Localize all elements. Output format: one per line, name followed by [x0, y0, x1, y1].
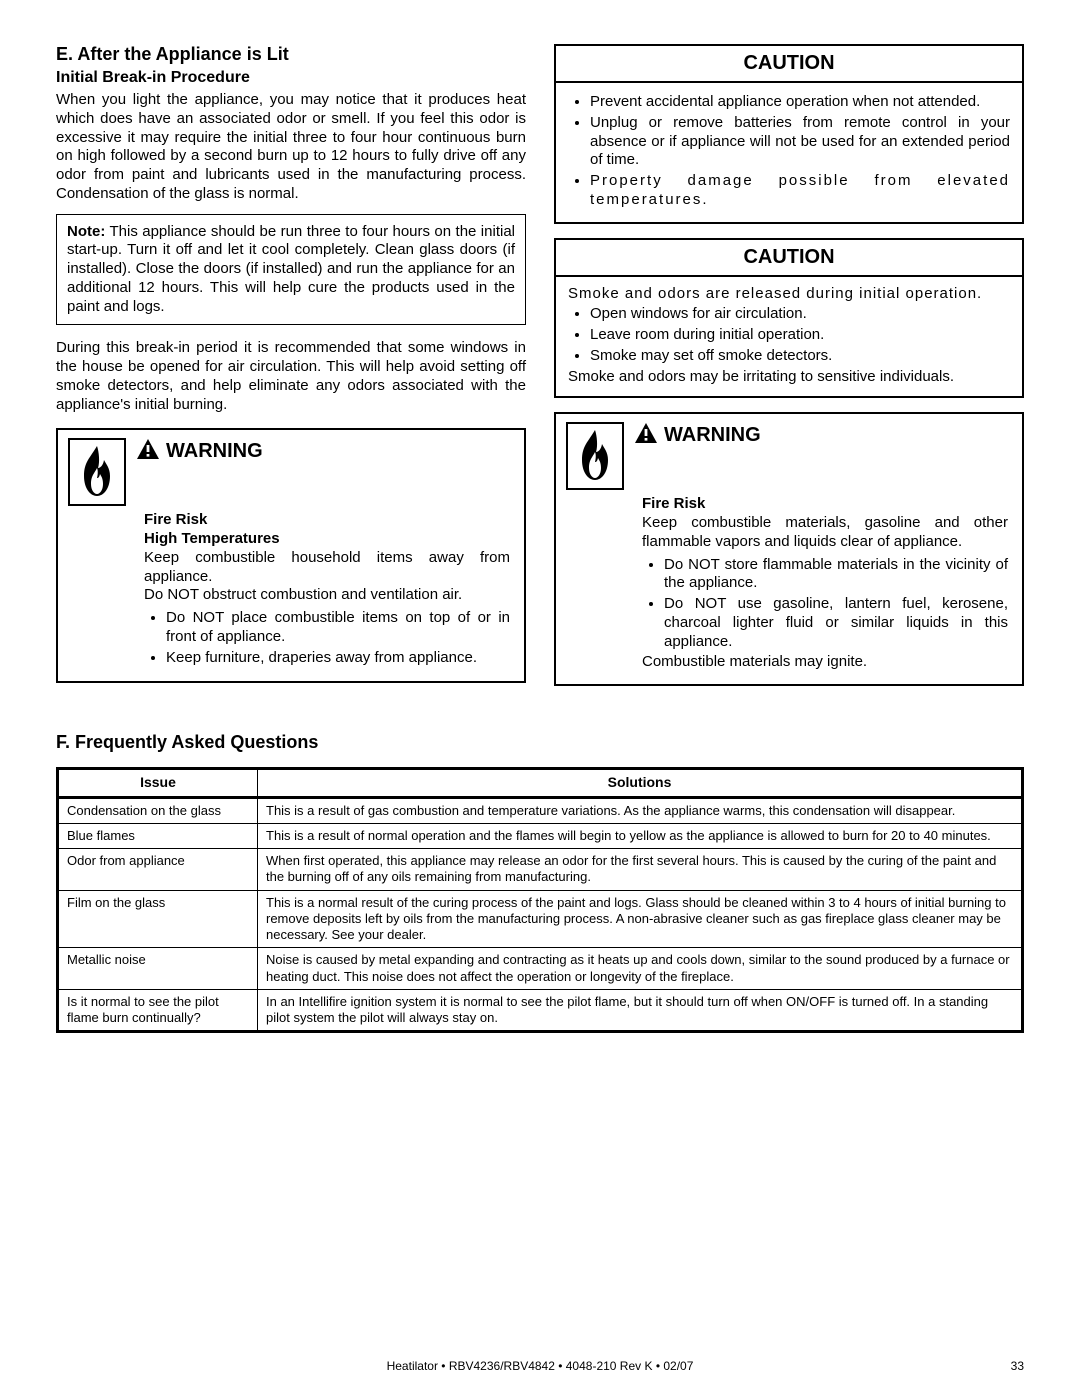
- list-item: Keep furniture, draperies away from appl…: [166, 649, 510, 668]
- table-row: Blue flamesThis is a result of normal op…: [58, 823, 1023, 848]
- section-e-para2: During this break-in period it is recomm…: [56, 339, 526, 414]
- warning-title: WARNING: [166, 440, 263, 463]
- warning-left-line2: Do NOT obstruct combustion and ventilati…: [144, 586, 462, 603]
- warning-box-left: WARNING Fire Risk High Temperatures Keep…: [56, 428, 526, 683]
- warning-left-list: Do NOT place combustible items on top of…: [144, 609, 510, 667]
- note-body: This appliance should be run three to fo…: [67, 223, 515, 315]
- faq-solution: This is a result of gas combustion and t…: [258, 797, 1023, 823]
- page: E. After the Appliance is Lit Initial Br…: [0, 0, 1080, 1397]
- warning-triangle-icon: [136, 438, 160, 465]
- flame-icon: [566, 422, 624, 495]
- footer-center: Heatilator • RBV4236/RBV4842 • 4048-210 …: [56, 1359, 1024, 1373]
- table-row: Condensation on the glassThis is a resul…: [58, 797, 1023, 823]
- warning-title-row: WARNING: [634, 422, 1012, 449]
- faq-solution: Noise is caused by metal expanding and c…: [258, 948, 1023, 990]
- table-row: Metallic noiseNoise is caused by metal e…: [58, 948, 1023, 990]
- caution-box-2: CAUTION Smoke and odors are released dur…: [554, 238, 1024, 399]
- page-footer: Heatilator • RBV4236/RBV4842 • 4048-210 …: [56, 1359, 1024, 1373]
- fire-risk-label: Fire Risk: [642, 495, 705, 512]
- warning-header: WARNING: [556, 414, 1022, 495]
- faq-issue: Blue flames: [58, 823, 258, 848]
- left-column: E. After the Appliance is Lit Initial Br…: [56, 44, 526, 700]
- warning-header-right: WARNING: [136, 438, 514, 471]
- right-column: CAUTION Prevent accidental appliance ope…: [554, 44, 1024, 700]
- section-e-heading: E. After the Appliance is Lit: [56, 44, 526, 65]
- warning-body: Fire Risk High Temperatures Keep combust…: [58, 511, 524, 681]
- high-temp-label: High Temperatures: [144, 530, 280, 547]
- faq-solution: This is a result of normal operation and…: [258, 823, 1023, 848]
- faq-solution: When first operated, this appliance may …: [258, 849, 1023, 891]
- faq-issue: Condensation on the glass: [58, 797, 258, 823]
- caution-title: CAUTION: [556, 240, 1022, 277]
- section-e-subheading: Initial Break-in Procedure: [56, 69, 526, 87]
- col-issue: Issue: [58, 769, 258, 798]
- list-item: Unplug or remove batteries from remote c…: [590, 114, 1010, 170]
- faq-issue: Film on the glass: [58, 890, 258, 948]
- faq-solution: This is a normal result of the curing pr…: [258, 890, 1023, 948]
- faq-issue: Is it normal to see the pilot flame burn…: [58, 989, 258, 1032]
- warning-header: WARNING: [58, 430, 524, 511]
- caution-title: CAUTION: [556, 46, 1022, 83]
- list-item: Smoke may set off smoke detectors.: [590, 347, 1010, 366]
- list-item: Do NOT place combustible items on top of…: [166, 609, 510, 647]
- note-box: Note: This appliance should be run three…: [56, 214, 526, 326]
- faq-tbody: Condensation on the glassThis is a resul…: [58, 797, 1023, 1032]
- caution2-intro: Smoke and odors are released during init…: [568, 285, 982, 302]
- warning-triangle-icon: [634, 422, 658, 449]
- list-item: Do NOT store flammable materials in the …: [664, 556, 1008, 594]
- warning-box-right: WARNING Fire Risk Keep combustible mater…: [554, 412, 1024, 686]
- warning-right-outro: Combustible materials may ignite.: [642, 653, 867, 670]
- table-row: Odor from applianceWhen first operated, …: [58, 849, 1023, 891]
- caution-box-1: CAUTION Prevent accidental appliance ope…: [554, 44, 1024, 224]
- list-item: Leave room during initial operation.: [590, 326, 1010, 345]
- faq-issue: Metallic noise: [58, 948, 258, 990]
- list-item: Property damage possible from elevated t…: [590, 172, 1010, 210]
- warning-title-row: WARNING: [136, 438, 514, 465]
- caution-body: Prevent accidental appliance operation w…: [556, 83, 1022, 222]
- faq-issue: Odor from appliance: [58, 849, 258, 891]
- faq-table: Issue Solutions Condensation on the glas…: [56, 767, 1024, 1033]
- col-solutions: Solutions: [258, 769, 1023, 798]
- table-header-row: Issue Solutions: [58, 769, 1023, 798]
- warning-left-line1: Keep combustible household items away fr…: [144, 549, 510, 585]
- note-label: Note:: [67, 223, 105, 240]
- faq-section: F. Frequently Asked Questions Issue Solu…: [56, 732, 1024, 1033]
- caution-body: Smoke and odors are released during init…: [556, 277, 1022, 397]
- caution1-item3: Property damage possible from elevated t…: [590, 172, 1010, 208]
- caution2-outro: Smoke and odors may be irritating to sen…: [568, 368, 954, 385]
- warning-header-right: WARNING: [634, 422, 1012, 455]
- warning-title: WARNING: [664, 424, 761, 447]
- faq-solution: In an Intellifire ignition system it is …: [258, 989, 1023, 1032]
- note-text: Note: This appliance should be run three…: [67, 223, 515, 317]
- section-e-para1: When you light the appliance, you may no…: [56, 91, 526, 204]
- table-row: Is it normal to see the pilot flame burn…: [58, 989, 1023, 1032]
- warning-right-list: Do NOT store flammable materials in the …: [642, 556, 1008, 652]
- list-item: Do NOT use gasoline, lantern fuel, keros…: [664, 595, 1008, 651]
- flame-icon: [68, 438, 126, 511]
- section-f-heading: F. Frequently Asked Questions: [56, 732, 1024, 753]
- warning-right-line1: Keep combustible materials, gasoline and…: [642, 514, 1008, 550]
- two-column-layout: E. After the Appliance is Lit Initial Br…: [56, 44, 1024, 700]
- list-item: Prevent accidental appliance operation w…: [590, 93, 1010, 112]
- fire-risk-label: Fire Risk: [144, 511, 207, 528]
- table-row: Film on the glassThis is a normal result…: [58, 890, 1023, 948]
- list-item: Open windows for air circulation.: [590, 305, 1010, 324]
- warning-body: Fire Risk Keep combustible materials, ga…: [556, 495, 1022, 684]
